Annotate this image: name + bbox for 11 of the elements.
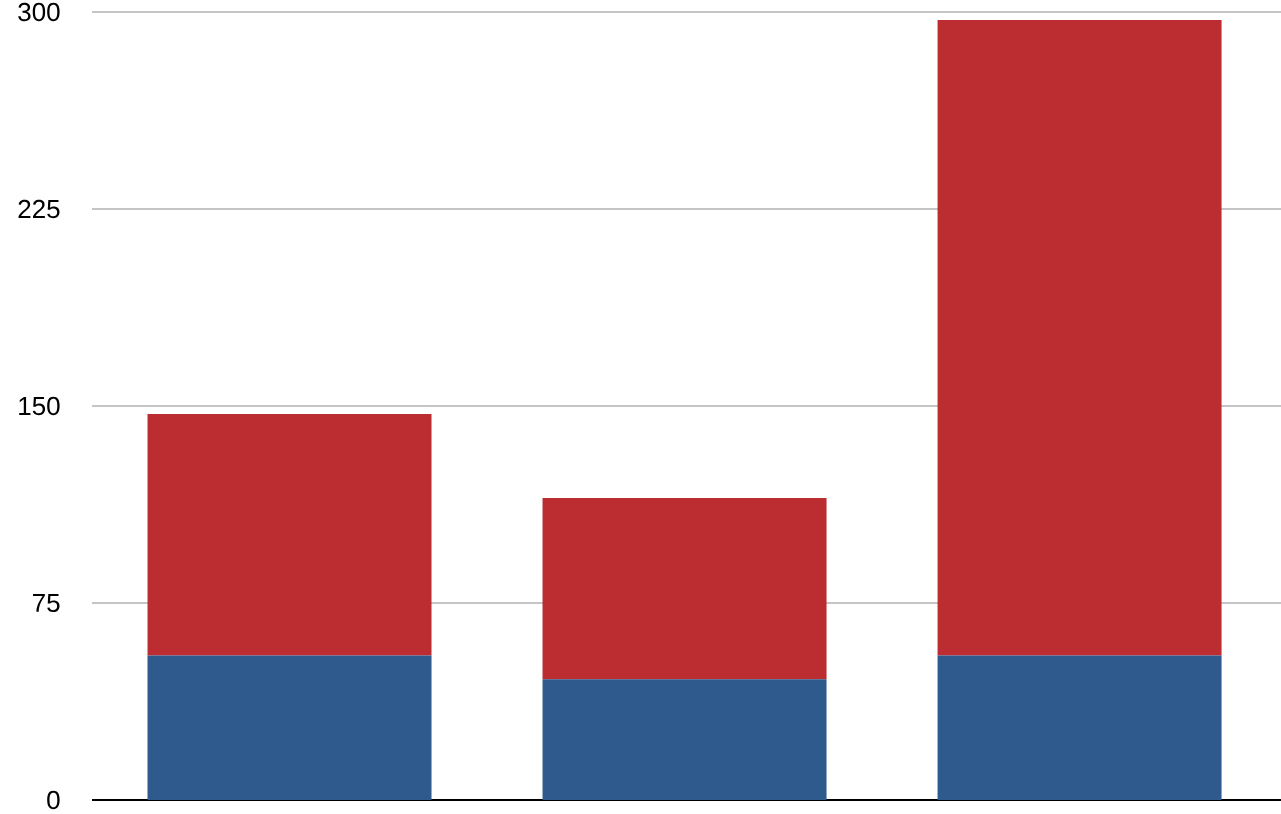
bar xyxy=(937,19,1222,656)
bar xyxy=(937,655,1222,800)
y-tick-label: 75 xyxy=(33,593,60,613)
y-tick-label: 225 xyxy=(18,199,60,219)
bar xyxy=(542,679,827,800)
y-tick-label: 300 xyxy=(18,2,60,22)
y-tick-label: 150 xyxy=(19,396,60,416)
y-tick-label: 0 xyxy=(47,790,60,810)
bar xyxy=(147,413,432,656)
bar xyxy=(147,655,432,800)
bar xyxy=(542,497,827,680)
